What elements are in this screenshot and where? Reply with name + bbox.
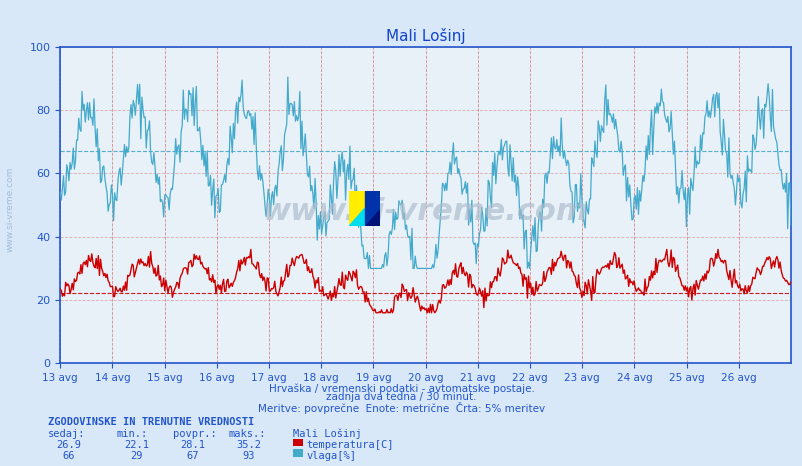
Polygon shape (364, 208, 379, 226)
Text: 93: 93 (242, 451, 255, 460)
Text: 35.2: 35.2 (236, 440, 261, 450)
Text: 28.1: 28.1 (180, 440, 205, 450)
Text: Mali Lošinj: Mali Lošinj (293, 429, 362, 439)
Polygon shape (364, 191, 379, 226)
Text: min.:: min.: (116, 429, 148, 439)
Text: Hrvaška / vremenski podatki - avtomatske postaje.: Hrvaška / vremenski podatki - avtomatske… (268, 383, 534, 394)
Text: 66: 66 (62, 451, 75, 460)
Text: ZGODOVINSKE IN TRENUTNE VREDNOSTI: ZGODOVINSKE IN TRENUTNE VREDNOSTI (48, 417, 254, 427)
Text: zadnja dva tedna / 30 minut.: zadnja dva tedna / 30 minut. (326, 392, 476, 402)
Text: maks.:: maks.: (229, 429, 266, 439)
Text: sedaj:: sedaj: (48, 429, 86, 439)
Title: Mali Lošinj: Mali Lošinj (385, 28, 465, 44)
Text: Meritve: povprečne  Enote: metrične  Črta: 5% meritev: Meritve: povprečne Enote: metrične Črta:… (257, 402, 545, 414)
Polygon shape (349, 208, 364, 226)
Text: povpr.:: povpr.: (172, 429, 216, 439)
Polygon shape (349, 191, 364, 226)
Bar (293, 439, 302, 446)
Text: 67: 67 (186, 451, 199, 460)
Text: vlaga[%]: vlaga[%] (306, 451, 356, 460)
Text: temperatura[C]: temperatura[C] (306, 440, 394, 450)
Text: www.si-vreme.com: www.si-vreme.com (5, 167, 14, 253)
Text: 22.1: 22.1 (124, 440, 149, 450)
Text: www.si-vreme.com: www.si-vreme.com (262, 197, 588, 226)
Bar (293, 449, 302, 457)
Text: 26.9: 26.9 (55, 440, 81, 450)
Text: 29: 29 (130, 451, 143, 460)
